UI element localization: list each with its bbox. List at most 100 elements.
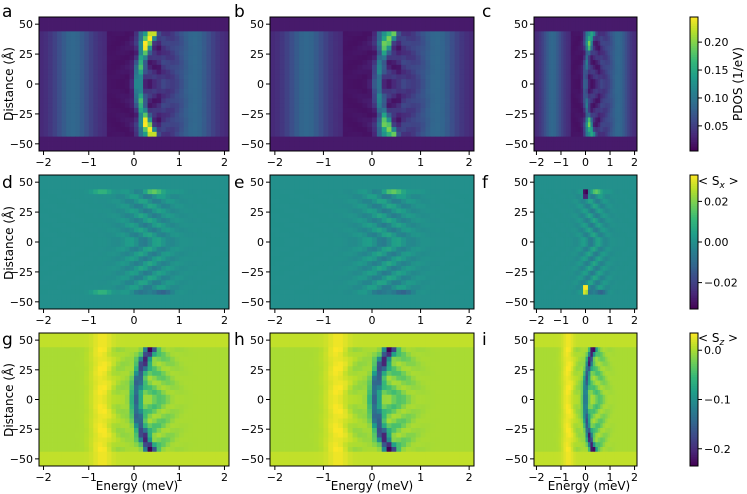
heatmap-cell: [619, 84, 623, 90]
heatmap-cell: [170, 208, 176, 214]
heatmap-cell: [551, 64, 555, 71]
heatmap-cell: [627, 40, 631, 47]
heatmap-cell: [210, 98, 216, 104]
heatmap-cell: [120, 64, 126, 71]
heatmap-cell: [102, 184, 108, 190]
heatmap-cell: [66, 60, 72, 66]
heatmap-cell: [602, 50, 606, 56]
heatmap-cell: [585, 93, 589, 99]
heatmap-cell: [367, 50, 373, 56]
heatmap-cell: [161, 31, 167, 37]
heatmap-cell: [352, 103, 358, 109]
heatmap-cell: [143, 60, 148, 66]
heatmap-cell: [206, 36, 212, 42]
heatmap-cell: [289, 74, 295, 80]
heatmap-cell: [97, 36, 103, 42]
heatmap-cell: [614, 103, 618, 109]
heatmap-cell: [192, 122, 198, 128]
heatmap-cell: [197, 122, 203, 128]
heatmap-cell: [449, 88, 455, 94]
heatmap-cell: [39, 227, 44, 233]
heatmap-cell: [299, 194, 305, 200]
heatmap-cell: [192, 285, 198, 291]
heatmap-cell: [188, 31, 194, 37]
heatmap-cell: [111, 136, 117, 142]
heatmap-cell: [570, 103, 574, 109]
heatmap-cell: [614, 84, 618, 90]
heatmap-cell: [548, 26, 552, 32]
heatmap-cell: [357, 189, 363, 195]
heatmap-cell: [106, 261, 112, 267]
heatmap-cell: [97, 146, 103, 152]
heatmap-cell: [102, 40, 108, 47]
heatmap-cell: [556, 17, 559, 23]
heatmap-cell: [88, 237, 94, 243]
heatmap-cell: [294, 179, 300, 185]
heatmap-cell: [75, 222, 81, 229]
heatmap-cell: [39, 265, 44, 272]
heatmap-cell: [156, 107, 162, 114]
heatmap-cell: [61, 203, 67, 209]
heatmap-cell: [197, 189, 203, 195]
heatmap-cell: [284, 146, 290, 152]
heatmap-cell: [188, 98, 194, 104]
heatmap-cell: [274, 31, 281, 37]
heatmap-cell: [548, 40, 552, 47]
heatmap-cell: [115, 88, 121, 94]
heatmap-cell: [66, 103, 72, 109]
heatmap-cell: [161, 304, 167, 310]
heatmap-cell: [313, 122, 319, 128]
heatmap-cell: [338, 141, 344, 147]
heatmap-cell: [338, 98, 344, 104]
heatmap-cell: [362, 36, 368, 42]
heatmap-cell: [115, 232, 121, 238]
heatmap-cell: [201, 256, 207, 262]
heatmap-cell: [600, 107, 604, 114]
heatmap-cell: [333, 64, 339, 71]
heatmap-cell: [396, 112, 402, 118]
heatmap-cell: [143, 237, 148, 243]
heatmap-cell: [328, 69, 334, 75]
heatmap-cell: [183, 275, 189, 281]
heatmap-cell: [70, 227, 76, 233]
heatmap-cell: [143, 98, 148, 104]
heatmap-cell: [48, 294, 53, 300]
heatmap-cell: [197, 26, 203, 32]
heatmap-cell: [590, 64, 594, 71]
heatmap-cell: [548, 64, 552, 71]
heatmap-cell: [79, 194, 85, 200]
heatmap-cell: [201, 122, 207, 128]
heatmap-cell: [357, 74, 363, 80]
heatmap-cell: [449, 184, 455, 190]
heatmap-cell: [224, 218, 230, 224]
heatmap-cell: [328, 45, 334, 51]
heatmap-cell: [156, 79, 162, 85]
heatmap-cell: [215, 175, 221, 181]
heatmap-cell: [75, 122, 81, 128]
heatmap-cell: [536, 122, 540, 128]
heatmap-cell: [138, 69, 144, 75]
heatmap-cell: [188, 194, 194, 200]
heatmap-cell: [66, 213, 72, 219]
heatmap-cell: [338, 184, 344, 190]
heatmap-cell: [558, 74, 562, 80]
heatmap-cell: [622, 69, 626, 75]
heatmap-cell: [120, 184, 126, 190]
heatmap-cell: [206, 289, 212, 296]
heatmap-cell: [215, 141, 221, 147]
heatmap-cell: [197, 237, 203, 243]
heatmap-cell: [415, 194, 421, 200]
heatmap-cell: [165, 136, 171, 142]
heatmap-cell: [401, 107, 407, 114]
heatmap-cell: [440, 117, 446, 123]
heatmap-cell: [430, 55, 436, 61]
heatmap-cell: [381, 36, 387, 42]
heatmap-cell: [600, 31, 604, 37]
heatmap-cell: [57, 88, 63, 94]
heatmap-cell: [156, 103, 162, 109]
heatmap-cell: [197, 304, 203, 310]
heatmap-cell: [583, 79, 586, 85]
heatmap-cell: [43, 74, 49, 80]
heatmap-cell: [129, 203, 135, 209]
heatmap-cell: [406, 40, 412, 47]
